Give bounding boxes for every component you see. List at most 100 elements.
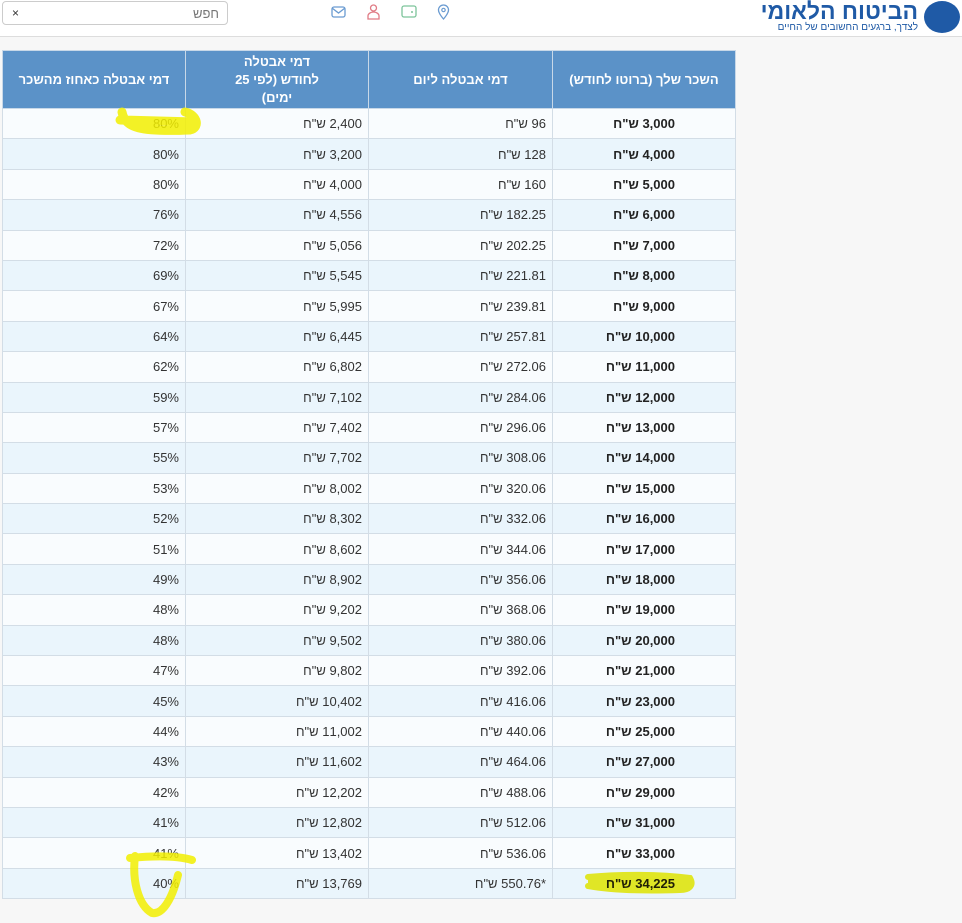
percent-value: 64% [152,328,179,344]
monthly-benefit-cell: 5,995 ש"ח [185,290,369,322]
daily-benefit-cell: 128 ש"ח [368,138,553,170]
monthly-benefit-cell: 6,445 ש"ח [185,320,369,353]
table-row: 27,000 ש"ח 464.06 ש"ח 11,602 ש"ח 43% [2,746,736,778]
percent-cell: 48% [2,594,186,626]
table-row: 18,000 ש"ח 356.06 ש"ח 8,902 ש"ח 49% [2,563,736,596]
column-header-monthly: דמי אבטלה לחודש (לפי 25 ימים) [185,50,369,109]
percent-cell: 53% [2,472,186,505]
salary-cell: 10,000 ש"ח [552,320,736,353]
table-row: 14,000 ש"ח 308.06 ש"ח 7,702 ש"ח 55% [2,442,736,474]
percent-value: 41% [152,845,179,861]
logo[interactable]: הביטוח הלאומי לצדך, ברגעים החשובים של הח… [761,0,960,33]
salary-cell: 16,000 ש"ח [552,503,736,535]
percent-cell: 43% [2,746,186,778]
monthly-benefit-cell: 9,202 ש"ח [185,594,369,626]
daily-benefit-cell: 96 ש"ח [368,107,553,140]
percent-cell: 64% [2,320,186,353]
column-header-daily: דמי אבטלה ליום [368,50,553,109]
percent-cell: 67% [2,290,186,322]
percent-cell: 45% [2,685,186,717]
daily-benefit-cell: 344.06 ש"ח [368,533,553,565]
table-row: 25,000 ש"ח 440.06 ש"ח 11,002 ש"ח 44% [2,715,736,748]
salary-cell: 5,000 ש"ח [552,168,736,201]
monthly-benefit-cell: 2,400 ש"ח [185,107,369,140]
percent-value: 67% [152,298,179,314]
salary-cell: 33,000 ש"ח [552,837,736,869]
percent-cell: 57% [2,411,186,444]
clear-search-button[interactable]: × [12,6,20,20]
monthly-benefit-cell: 11,002 ש"ח [185,715,369,748]
percent-value: 53% [152,480,179,496]
percent-cell: 40% [2,867,186,900]
percent-value: 40% [152,875,179,891]
daily-benefit-cell: 202.25 ש"ח [368,229,553,261]
percent-value: 69% [152,268,179,284]
percent-cell: 59% [2,381,186,413]
percent-cell: 51% [2,533,186,565]
percent-cell: 55% [2,442,186,474]
daily-benefit-cell: 512.06 ש"ח [368,806,553,839]
percent-value: 80% [152,176,179,192]
percent-cell: 72% [2,229,186,261]
table-row: 12,000 ש"ח 284.06 ש"ח 7,102 ש"ח 59% [2,381,736,413]
salary-cell: 34,225 ש"ח [552,867,736,900]
percent-value: 62% [152,359,179,375]
table-row: 3,000 ש"ח 96 ש"ח 2,400 ש"ח 80% [2,107,736,140]
percent-cell: 69% [2,259,186,292]
daily-benefit-cell: 320.06 ש"ח [368,472,553,505]
percent-cell: 76% [2,199,186,231]
percent-value: 55% [152,450,179,466]
daily-benefit-cell: 284.06 ש"ח [368,381,553,413]
monthly-benefit-cell: 13,402 ש"ח [185,837,369,869]
monthly-benefit-cell: 5,545 ש"ח [185,259,369,292]
location-icon[interactable] [435,3,452,20]
salary-cell: 23,000 ש"ח [552,685,736,717]
monthly-benefit-cell: 12,802 ש"ח [185,806,369,839]
percent-cell: 41% [2,837,186,869]
search-box[interactable]: × [2,1,228,25]
daily-benefit-cell: 536.06 ש"ח [368,837,553,869]
daily-benefit-cell: *550.76 ש"ח [368,867,553,900]
percent-value: 44% [152,724,179,739]
salary-cell: 25,000 ש"ח [552,715,736,748]
monthly-benefit-cell: 8,302 ש"ח [185,503,369,535]
table-row: 5,000 ש"ח 160 ש"ח 4,000 ש"ח 80% [2,168,736,201]
salary-cell: 7,000 ש"ח [552,229,736,261]
percent-cell: 41% [2,806,186,839]
salary-cell: 27,000 ש"ח [552,746,736,778]
wallet-icon[interactable] [400,3,417,20]
percent-value: 48% [152,602,179,618]
table-row: 7,000 ש"ח 202.25 ש"ח 5,056 ש"ח 72% [2,229,736,261]
salary-cell: 20,000 ש"ח [552,624,736,657]
monthly-benefit-cell: 7,402 ש"ח [185,411,369,444]
salary-cell: 13,000 ש"ח [552,411,736,444]
percent-cell: 47% [2,655,186,687]
percent-value: 52% [152,511,179,527]
percent-value: 76% [152,207,179,223]
percent-cell: 80% [2,138,186,170]
salary-cell: 4,000 ש"ח [552,138,736,170]
daily-benefit-cell: 296.06 ש"ח [368,411,553,444]
salary-cell: 8,000 ש"ח [552,259,736,292]
percent-value: 43% [152,754,179,770]
salary-cell: 14,000 ש"ח [552,442,736,474]
salary-cell: 18,000 ש"ח [552,563,736,596]
mail-icon[interactable] [330,3,347,20]
unemployment-benefits-table: השכר שלך (ברוטו לחודש) דמי אבטלה ליום דמ… [2,50,736,900]
salary-cell: 17,000 ש"ח [552,533,736,565]
monthly-benefit-cell: 9,802 ש"ח [185,655,369,687]
salary-cell: 3,000 ש"ח [552,107,736,140]
daily-benefit-cell: 272.06 ש"ח [368,351,553,383]
monthly-benefit-cell: 12,202 ש"ח [185,776,369,808]
table-row: 23,000 ש"ח 416.06 ש"ח 10,402 ש"ח 45% [2,685,736,717]
monthly-benefit-cell: 3,200 ש"ח [185,138,369,170]
search-input[interactable] [27,5,221,22]
daily-benefit-cell: 239.81 ש"ח [368,290,553,322]
user-icon[interactable] [365,3,382,20]
monthly-benefit-cell: 13,769 ש"ח [185,867,369,900]
daily-benefit-cell: 356.06 ש"ח [368,563,553,596]
monthly-benefit-cell: 9,502 ש"ח [185,624,369,657]
unemployment-table-container: השכר שלך (ברוטו לחודש) דמי אבטלה ליום דמ… [2,50,736,900]
percent-cell: 52% [2,503,186,535]
percent-value: 41% [152,815,179,831]
